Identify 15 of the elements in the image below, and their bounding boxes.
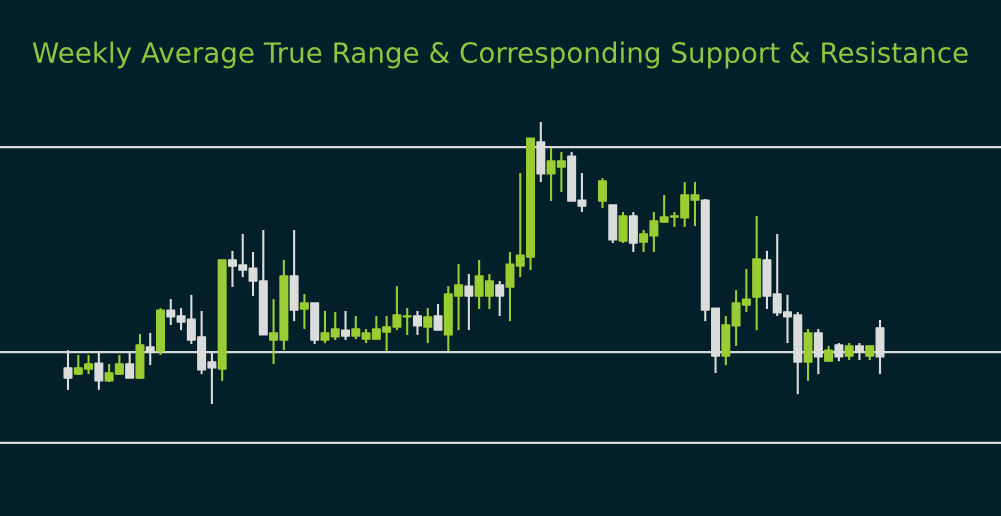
candlestick <box>495 280 505 318</box>
candlestick <box>402 307 412 336</box>
candlestick <box>351 314 361 341</box>
candlestick <box>505 250 515 323</box>
candlestick <box>597 177 607 210</box>
chart-title: Weekly Average True Range & Corresponding Support & Resistance <box>32 41 968 69</box>
candlestick <box>166 298 176 327</box>
candlestick <box>412 309 422 336</box>
candlestick <box>341 309 351 342</box>
candlestick <box>299 292 309 331</box>
candlestick <box>320 309 330 345</box>
candlestick <box>433 302 443 332</box>
candlestick <box>464 272 474 332</box>
candlestick <box>423 307 433 345</box>
candlestick <box>330 311 340 342</box>
